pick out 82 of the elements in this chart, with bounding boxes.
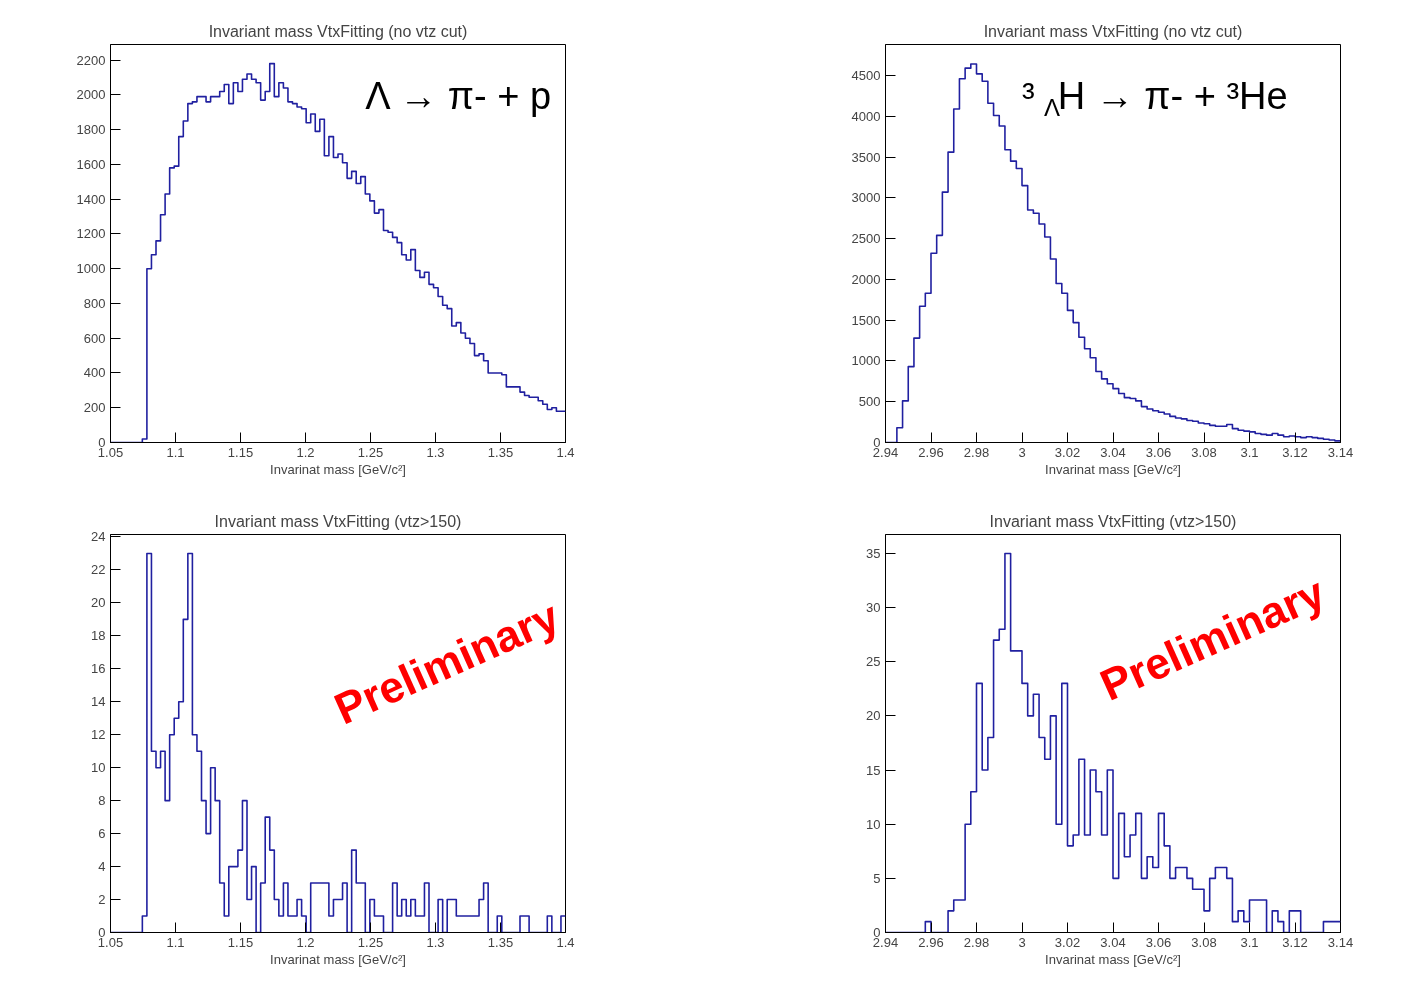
x-tick-label: 1.15 xyxy=(227,444,254,460)
x-tick-label: 3.14 xyxy=(1327,934,1354,950)
y-tick-label: 600 xyxy=(83,330,106,346)
x-tick-label: 3.1 xyxy=(1240,444,1259,460)
y-tick-label: 20 xyxy=(91,595,106,611)
x-axis-title: Invarinat mass [GeV/c²] xyxy=(270,461,406,477)
x-tick-label: 3.04 xyxy=(1100,934,1126,950)
x-tick-label: 1.25 xyxy=(357,444,384,460)
y-tick-label: 6 xyxy=(98,826,106,842)
x-tick-label: 1.35 xyxy=(487,934,514,950)
x-tick-label: 3.08 xyxy=(1191,444,1217,460)
x-tick-label: 3.04 xyxy=(1100,444,1126,460)
x-tick-label: 2.98 xyxy=(963,934,990,950)
x-tick-label: 1.1 xyxy=(166,934,185,950)
x-tick-label: 1.2 xyxy=(296,444,315,460)
x-axis-title: Invarinat mass [GeV/c²] xyxy=(270,951,406,967)
chart-title: Invariant mass VtxFitting (no vtz cut) xyxy=(208,22,468,40)
y-tick-label: 4500 xyxy=(851,67,881,83)
y-tick-label: 800 xyxy=(83,295,106,311)
y-tick-label: 20 xyxy=(866,708,881,724)
x-tick-label: 3.06 xyxy=(1145,444,1172,460)
y-tick-label: 1600 xyxy=(76,156,106,172)
y-tick-label: 3000 xyxy=(851,190,881,206)
y-tick-label: 8 xyxy=(98,793,106,809)
x-tick-label: 1.25 xyxy=(357,934,384,950)
y-tick-label: 10 xyxy=(866,816,881,832)
x-tick-label: 3.12 xyxy=(1282,444,1308,460)
y-tick-label: 2000 xyxy=(851,271,881,287)
x-tick-label: 3.08 xyxy=(1191,934,1217,950)
x-tick-label: 1.1 xyxy=(166,444,185,460)
y-tick-label: 30 xyxy=(866,600,881,616)
y-tick-label: 200 xyxy=(83,400,106,416)
x-tick-label: 1.15 xyxy=(227,934,254,950)
x-tick-label: 1.3 xyxy=(426,444,445,460)
x-axis-title: Invarinat mass [GeV/c²] xyxy=(1045,461,1181,477)
chart-title: Invariant mass VtxFitting (vtz>150) xyxy=(989,512,1237,530)
x-tick-label: 3.12 xyxy=(1282,934,1308,950)
y-tick-label: 4000 xyxy=(851,108,881,124)
y-tick-label: 10 xyxy=(91,760,106,776)
x-tick-label: 3.1 xyxy=(1240,934,1259,950)
y-tick-label: 2500 xyxy=(851,231,881,247)
x-tick-label: 1.4 xyxy=(556,444,575,460)
y-tick-label: 5 xyxy=(873,870,881,886)
annotation: Λ → π- + p xyxy=(365,75,552,118)
y-tick-label: 500 xyxy=(858,394,881,410)
x-tick-label: 2.98 xyxy=(963,444,990,460)
y-tick-label: 1500 xyxy=(851,312,881,328)
x-tick-label: 3.02 xyxy=(1054,444,1081,460)
x-tick-label: 1.35 xyxy=(487,444,514,460)
x-tick-label: 2.96 xyxy=(918,444,944,460)
y-tick-label: 22 xyxy=(91,562,106,578)
x-tick-label: 1.3 xyxy=(426,934,445,950)
y-tick-label: 1000 xyxy=(851,353,881,369)
y-tick-label: 16 xyxy=(91,661,106,677)
y-tick-label: 2 xyxy=(98,892,106,908)
x-tick-label: 1.4 xyxy=(556,934,575,950)
y-tick-label: 3500 xyxy=(851,149,881,165)
y-tick-label: 18 xyxy=(91,628,106,644)
x-tick-label: 3 xyxy=(1018,444,1026,460)
x-tick-label: 2.96 xyxy=(918,934,944,950)
y-tick-label: 1000 xyxy=(76,261,106,277)
y-tick-label: 1200 xyxy=(76,226,106,242)
x-tick-label: 1.2 xyxy=(296,934,315,950)
y-tick-label: 4 xyxy=(98,859,106,875)
x-tick-label: 3 xyxy=(1018,934,1026,950)
x-tick-label: 3.14 xyxy=(1327,444,1354,460)
y-tick-label: 35 xyxy=(866,545,881,561)
y-tick-label: 12 xyxy=(91,727,106,743)
x-tick-label: 3.02 xyxy=(1054,934,1081,950)
chart-title: Invariant mass VtxFitting (vtz>150) xyxy=(214,512,462,530)
x-axis-title: Invarinat mass [GeV/c²] xyxy=(1045,951,1181,967)
y-tick-label: 2200 xyxy=(76,52,106,68)
y-tick-label: 14 xyxy=(91,694,106,710)
x-tick-label: 3.06 xyxy=(1145,934,1172,950)
chart-title: Invariant mass VtxFitting (no vtz cut) xyxy=(983,22,1243,40)
y-tick-label: 1800 xyxy=(76,122,106,138)
y-tick-label: 400 xyxy=(83,365,106,381)
y-tick-label: 15 xyxy=(866,762,881,778)
y-tick-label: 25 xyxy=(866,654,881,670)
y-tick-label: 24 xyxy=(91,529,106,545)
y-tick-label: 1400 xyxy=(76,191,106,207)
y-tick-label: 2000 xyxy=(76,87,106,103)
